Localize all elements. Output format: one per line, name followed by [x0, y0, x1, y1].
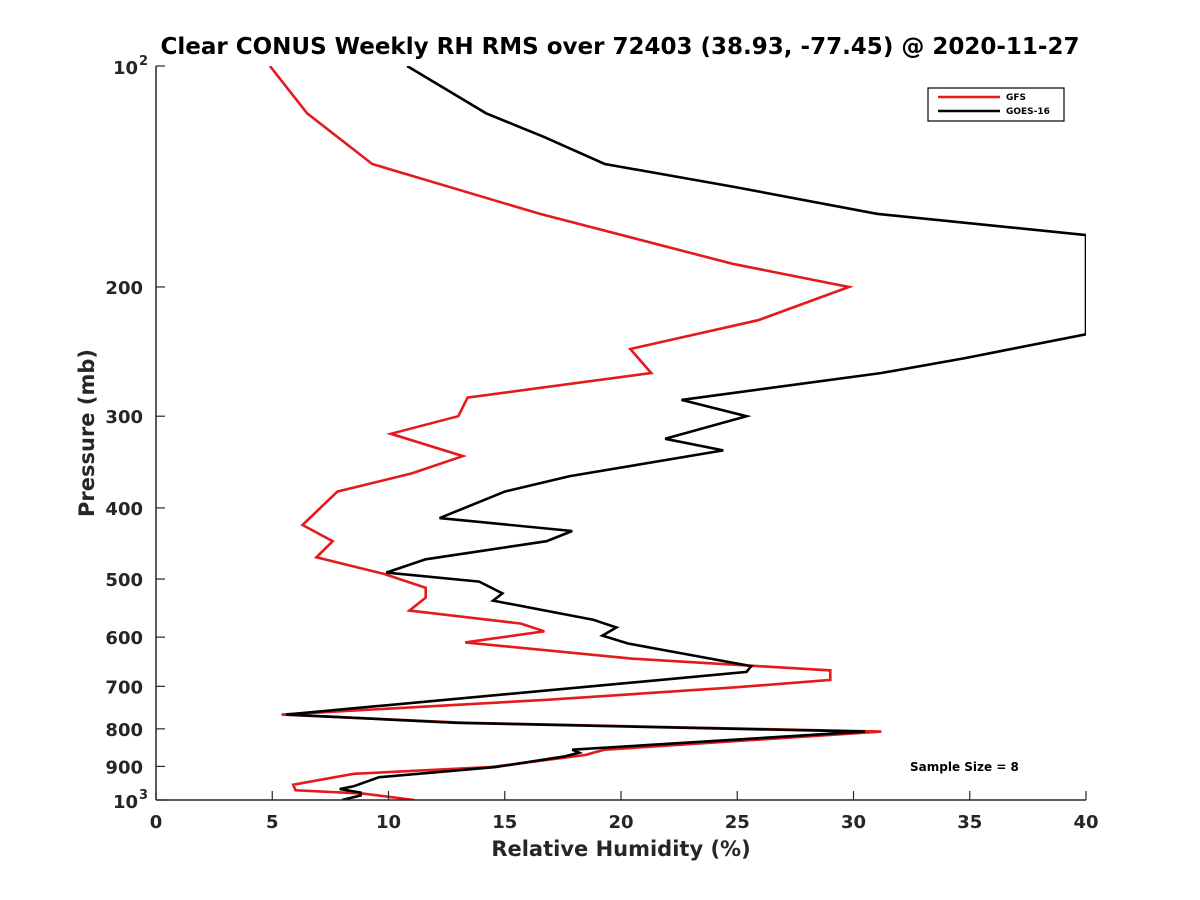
y-tick-label: 200 — [105, 278, 143, 299]
x-tick-label: 30 — [841, 812, 866, 833]
series-line-goes16 — [286, 66, 1086, 800]
y-tick-exponent: 2 — [139, 54, 148, 69]
x-tick-label: 0 — [150, 812, 163, 833]
x-tick-label: 5 — [266, 812, 279, 833]
chart-title: Clear CONUS Weekly RH RMS over 72403 (38… — [161, 34, 1080, 60]
legend-label-gfs: GFS — [1006, 93, 1026, 103]
y-tick-label: 500 — [105, 570, 143, 591]
x-tick-label: 35 — [957, 812, 982, 833]
y-tick-label: 10 — [113, 792, 138, 813]
y-tick-label: 400 — [105, 499, 143, 520]
x-tick-label: 20 — [608, 812, 633, 833]
legend: GFS GOES-16 — [927, 87, 1065, 122]
plot-lines — [268, 66, 1086, 800]
y-tick-label: 600 — [105, 628, 143, 649]
x-tick-label: 15 — [492, 812, 517, 833]
legend-label-goes16: GOES-16 — [1006, 107, 1050, 117]
y-tick-label: 700 — [105, 677, 143, 698]
sample-size-annotation: Sample Size = 8 — [910, 760, 1019, 774]
x-axis-label: Relative Humidity (%) — [491, 837, 750, 861]
x-tick-label: 25 — [725, 812, 750, 833]
y-tick-exponent: 3 — [139, 788, 148, 803]
y-axis-label: Pressure (mb) — [75, 349, 99, 517]
legend-box — [927, 87, 1065, 122]
y-tick-label: 800 — [105, 720, 143, 741]
x-tick-label: 10 — [376, 812, 401, 833]
y-tick-label: 300 — [105, 407, 143, 428]
x-tick-label: 40 — [1073, 812, 1098, 833]
y-tick-label: 10 — [113, 58, 138, 79]
x-ticks: 0 5 10 15 20 25 30 35 40 — [150, 791, 1099, 833]
series-line-gfs — [268, 66, 882, 800]
y-tick-label: 900 — [105, 757, 143, 778]
